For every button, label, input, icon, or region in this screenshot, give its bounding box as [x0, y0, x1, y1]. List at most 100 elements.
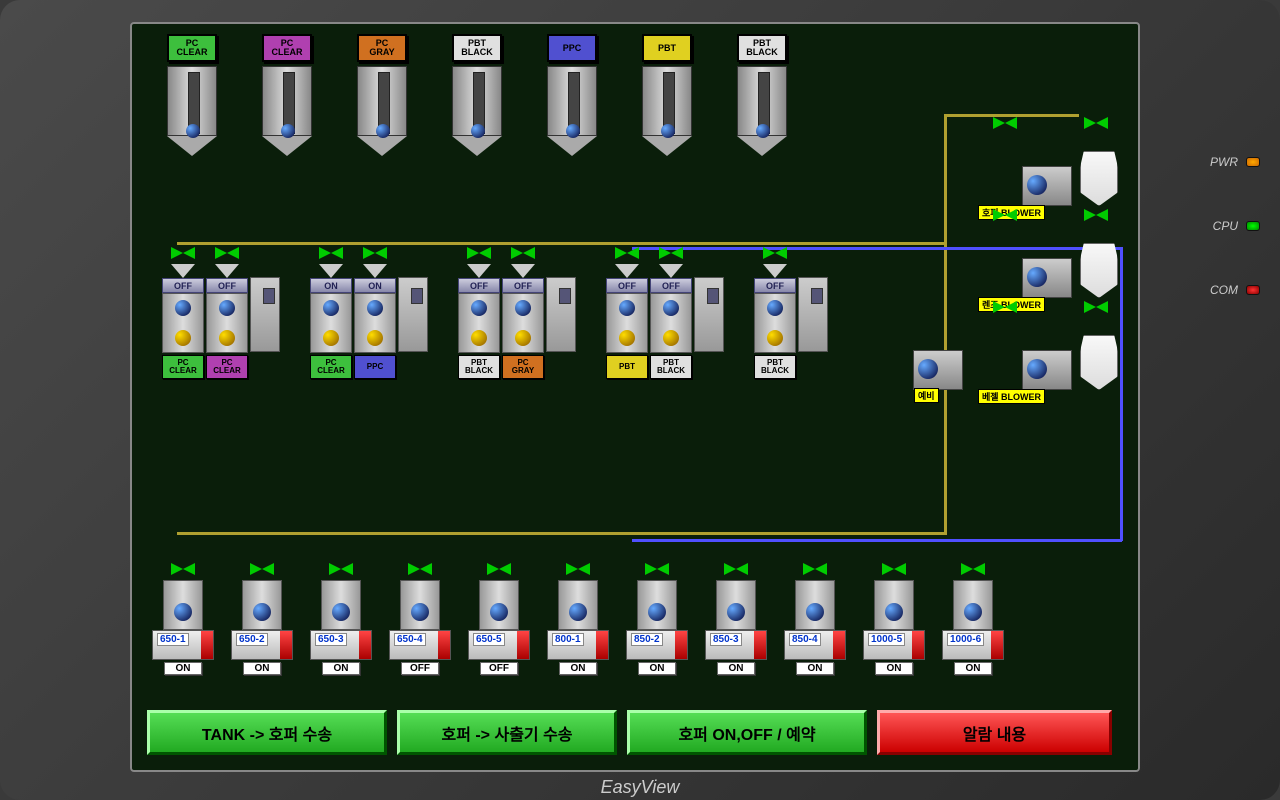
dryer[interactable]: ONPCCLEAR — [310, 244, 352, 379]
dryer[interactable]: OFFPBTBLACK — [458, 244, 500, 379]
machine-id: 650-3 — [315, 633, 347, 646]
valve-icon — [250, 560, 274, 578]
silo[interactable]: PCCLEAR — [167, 34, 217, 166]
dryer-label: PPC — [354, 355, 396, 379]
dryer[interactable]: OFFPCCLEAR — [162, 244, 204, 379]
silo[interactable]: PBTBLACK — [452, 34, 502, 166]
machine-state[interactable]: ON — [322, 662, 360, 675]
machine[interactable]: 650-1 ON — [152, 560, 214, 675]
led-pwr — [1246, 157, 1260, 167]
blower-unit[interactable]: 예비베젤 BLOWER — [968, 298, 1118, 390]
dryer-group: ONPCCLEARON PPC — [310, 244, 396, 379]
machine-box: 650-1 — [152, 630, 214, 660]
dryer-group: OFFPBTBLACKOFFPCGRAY — [458, 244, 544, 379]
machine[interactable]: 850-4 ON — [784, 560, 846, 675]
machine-state[interactable]: ON — [875, 662, 913, 675]
machine[interactable]: 650-3 ON — [310, 560, 372, 675]
machine-box: 1000-5 — [863, 630, 925, 660]
silo-label: PCGRAY — [357, 34, 407, 62]
machine-state[interactable]: ON — [638, 662, 676, 675]
dryer[interactable]: OFFPBT — [606, 244, 648, 379]
buttons-row: TANK -> 호퍼 수송 호퍼 -> 사출기 수송 호퍼 ON,OFF / 예… — [147, 710, 1112, 755]
dryer[interactable]: ON PPC — [354, 244, 396, 379]
dryer-cabinet — [398, 277, 428, 352]
machine-box: 650-3 — [310, 630, 372, 660]
blower-extra-label: 예비 — [914, 388, 939, 403]
dryer[interactable]: OFF PCCLEAR — [206, 244, 248, 379]
hopper-onoff-button[interactable]: 호퍼 ON,OFF / 예약 — [627, 710, 867, 755]
machine[interactable]: 1000-5 ON — [863, 560, 925, 675]
machine[interactable]: 800-1 ON — [547, 560, 609, 675]
funnel-icon — [615, 264, 639, 278]
machine-id: 650-2 — [236, 633, 268, 646]
machine-id: 650-4 — [394, 633, 426, 646]
silo[interactable]: PPC — [547, 34, 597, 166]
dryer-body — [310, 293, 352, 353]
blower-pump — [1022, 350, 1072, 390]
silo[interactable]: PCCLEAR — [262, 34, 312, 166]
valve-icon — [171, 244, 195, 262]
valve-icon — [1084, 114, 1108, 132]
machine-state[interactable]: ON — [954, 662, 992, 675]
dryer-body — [650, 293, 692, 353]
dryer-label: PBTBLACK — [754, 355, 796, 379]
machine-box: 850-4 — [784, 630, 846, 660]
dryer[interactable]: OFF PBTBLACK — [754, 244, 796, 379]
silo-body — [262, 66, 312, 166]
dryer-state[interactable]: OFF — [650, 278, 692, 293]
machine[interactable]: 650-5 OFF — [468, 560, 530, 675]
dryer-state[interactable]: OFF — [606, 278, 648, 293]
machine-top — [400, 580, 440, 630]
dryer-state[interactable]: OFF — [502, 278, 544, 293]
machine-state[interactable]: OFF — [401, 662, 439, 675]
hopper-injection-button[interactable]: 호퍼 -> 사출기 수송 — [397, 710, 617, 755]
dryer-state[interactable]: OFF — [458, 278, 500, 293]
dryer-state[interactable]: OFF — [206, 278, 248, 293]
silo-label: PBTBLACK — [737, 34, 787, 62]
tank-hopper-button[interactable]: TANK -> 호퍼 수송 — [147, 710, 387, 755]
machines-row: 650-1 ON 650-2 ON 650-3 ON 650-4 OFF 650-5 OFF 800… — [152, 560, 1004, 675]
machine-box: 650-4 — [389, 630, 451, 660]
valve-icon — [803, 560, 827, 578]
dryer-state[interactable]: ON — [354, 278, 396, 293]
dryer-state[interactable]: OFF — [162, 278, 204, 293]
dryer-state[interactable]: OFF — [754, 278, 796, 293]
silo-label: PCCLEAR — [167, 34, 217, 62]
valve-icon — [961, 560, 985, 578]
silo-body — [357, 66, 407, 166]
machine-top — [716, 580, 756, 630]
machine-id: 650-5 — [473, 633, 505, 646]
machine-state[interactable]: ON — [243, 662, 281, 675]
machine-id: 650-1 — [157, 633, 189, 646]
blowers-column: 호퍼 BLOWER렌즈 BLOWER예비베젤 BLOWER — [968, 114, 1118, 390]
blower-unit[interactable]: 렌즈 BLOWER — [968, 206, 1118, 298]
machine[interactable]: 850-3 ON — [705, 560, 767, 675]
machine-box: 850-2 — [626, 630, 688, 660]
machine-state[interactable]: ON — [717, 662, 755, 675]
machine-state[interactable]: ON — [796, 662, 834, 675]
pipe — [944, 114, 947, 534]
valve-icon — [215, 244, 239, 262]
machine[interactable]: 650-4 OFF — [389, 560, 451, 675]
machine[interactable]: 1000-6ON — [942, 560, 1004, 675]
dryer[interactable]: OFFPCGRAY — [502, 244, 544, 379]
alarm-button[interactable]: 알람 내용 — [877, 710, 1112, 755]
valve-icon — [171, 560, 195, 578]
machine-state[interactable]: ON — [559, 662, 597, 675]
silo[interactable]: PBTBLACK — [737, 34, 787, 166]
machine-state[interactable]: ON — [164, 662, 202, 675]
led-com — [1246, 285, 1260, 295]
dryer-state[interactable]: ON — [310, 278, 352, 293]
silo[interactable]: PBT — [642, 34, 692, 166]
blower-pump — [1022, 166, 1072, 206]
machine[interactable]: 850-2 ON — [626, 560, 688, 675]
blower-unit[interactable]: 호퍼 BLOWER — [968, 114, 1118, 206]
dryer[interactable]: OFFPBTBLACK — [650, 244, 692, 379]
valve-icon — [993, 206, 1017, 224]
machine-id: 800-1 — [552, 633, 584, 646]
silo[interactable]: PCGRAY — [357, 34, 407, 166]
machine-state[interactable]: OFF — [480, 662, 518, 675]
dryer-label: PCCLEAR — [206, 355, 248, 379]
machine-id: 850-3 — [710, 633, 742, 646]
machine[interactable]: 650-2 ON — [231, 560, 293, 675]
